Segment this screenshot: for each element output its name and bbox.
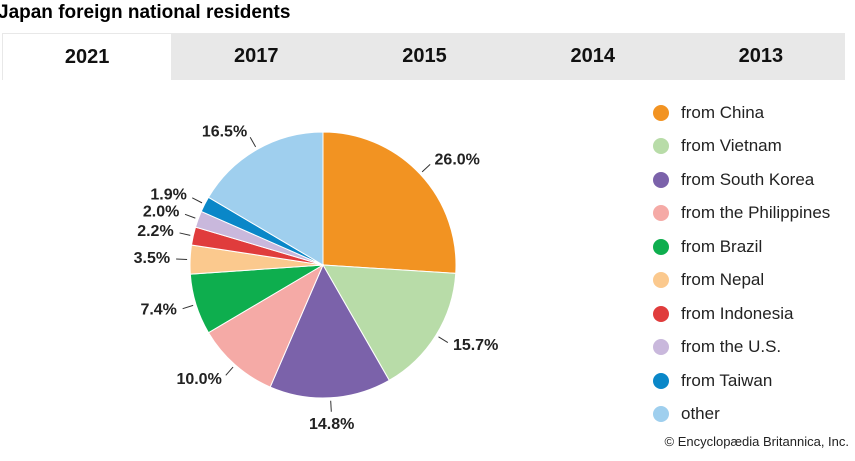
pie-slice-from-south-korea: [269, 263, 390, 399]
data-label-from-china: 26.0%: [435, 151, 480, 168]
data-label-from-indonesia: 2.2%: [137, 223, 173, 240]
chart-legend: from China from Vietnam from South Korea fr…: [653, 96, 830, 431]
legend-item-from-the-u-s: from the U.S.: [653, 331, 830, 365]
legend-swatch: [653, 205, 669, 222]
pie-slice-from-china: [322, 131, 457, 274]
tab-2017[interactable]: 2017: [234, 45, 279, 67]
legend-swatch: [653, 406, 669, 423]
legend-swatch: [653, 372, 669, 389]
legend-label: from the Philippines: [681, 203, 831, 223]
legend-label: from South Korea: [681, 169, 815, 189]
leader-line-from-south-korea: [330, 400, 332, 412]
legend-swatch: [653, 339, 669, 356]
legend-label: other: [681, 404, 720, 424]
legend-item-from-brazil: from Brazil: [653, 230, 830, 264]
data-label-from-vietnam: 15.7%: [453, 337, 498, 354]
legend-label: from the U.S.: [681, 337, 782, 357]
legend-item-from-nepal: from Nepal: [653, 264, 830, 298]
leader-line-from-brazil: [182, 304, 194, 310]
legend-item-from-the-philippines: from the Philippines: [653, 197, 830, 231]
legend-item-from-south-korea: from South Korea: [653, 163, 830, 197]
data-label-from-the-philippines: 10.0%: [176, 371, 221, 388]
pie-slice-from-vietnam: [322, 264, 457, 382]
pie-slice-other: [207, 131, 324, 266]
legend-item-from-china: from China: [653, 96, 830, 130]
legend-swatch: [653, 138, 669, 155]
leader-line-from-vietnam: [438, 336, 449, 344]
pie-chart: 26.0% 15.7% 14.8% 10.0% 7.4% 3.5% 2.2% 2.0%1.9%…: [134, 123, 499, 433]
leader-line-from-indonesia: [179, 232, 191, 236]
legend-label: from Indonesia: [681, 303, 794, 323]
legend-label: from Brazil: [681, 236, 763, 256]
legend-item-other: other: [653, 398, 830, 432]
leader-line-other: [249, 137, 257, 148]
legend-label: from Vietnam: [681, 136, 782, 156]
leader-line-from-the-philippines: [225, 366, 234, 376]
tab-2021[interactable]: 2021: [2, 33, 173, 80]
data-label-from-the-u-s: 2.0%: [143, 203, 179, 220]
legend-item-from-indonesia: from Indonesia: [653, 297, 830, 331]
leader-line-from-the-u-s: [184, 213, 196, 219]
data-label-from-brazil: 7.4%: [140, 302, 176, 319]
leader-line-from-china: [421, 164, 431, 173]
legend-label: from Nepal: [681, 270, 765, 290]
legend-label: from Taiwan: [681, 370, 773, 390]
legend-swatch: [653, 104, 669, 121]
data-label-from-south-korea: 14.8%: [309, 416, 354, 433]
legend-item-from-vietnam: from Vietnam: [653, 130, 830, 164]
legend-item-from-taiwan: from Taiwan: [653, 364, 830, 398]
data-label-from-taiwan: 1.9%: [150, 186, 186, 203]
leader-line-from-taiwan: [192, 197, 203, 204]
legend-swatch: [653, 272, 669, 289]
tab-2013[interactable]: 2013: [738, 45, 784, 67]
data-label-from-nepal: 3.5%: [134, 250, 170, 267]
pie-slice-from-the-philippines: [207, 263, 325, 388]
tab-2015[interactable]: 2015: [402, 45, 447, 67]
year-tabs: 2021 2017 2015 2014 2013: [2, 33, 845, 80]
data-label-other: 16.5%: [202, 123, 247, 140]
legend-swatch: [653, 305, 669, 322]
legend-swatch: [653, 171, 669, 188]
chart-title: Japan foreign national residents: [0, 2, 291, 23]
copyright-credit: © Encyclopædia Britannica, Inc.: [664, 434, 849, 449]
legend-label: from China: [681, 102, 765, 122]
tab-2014[interactable]: 2014: [570, 45, 615, 67]
legend-swatch: [653, 238, 669, 255]
